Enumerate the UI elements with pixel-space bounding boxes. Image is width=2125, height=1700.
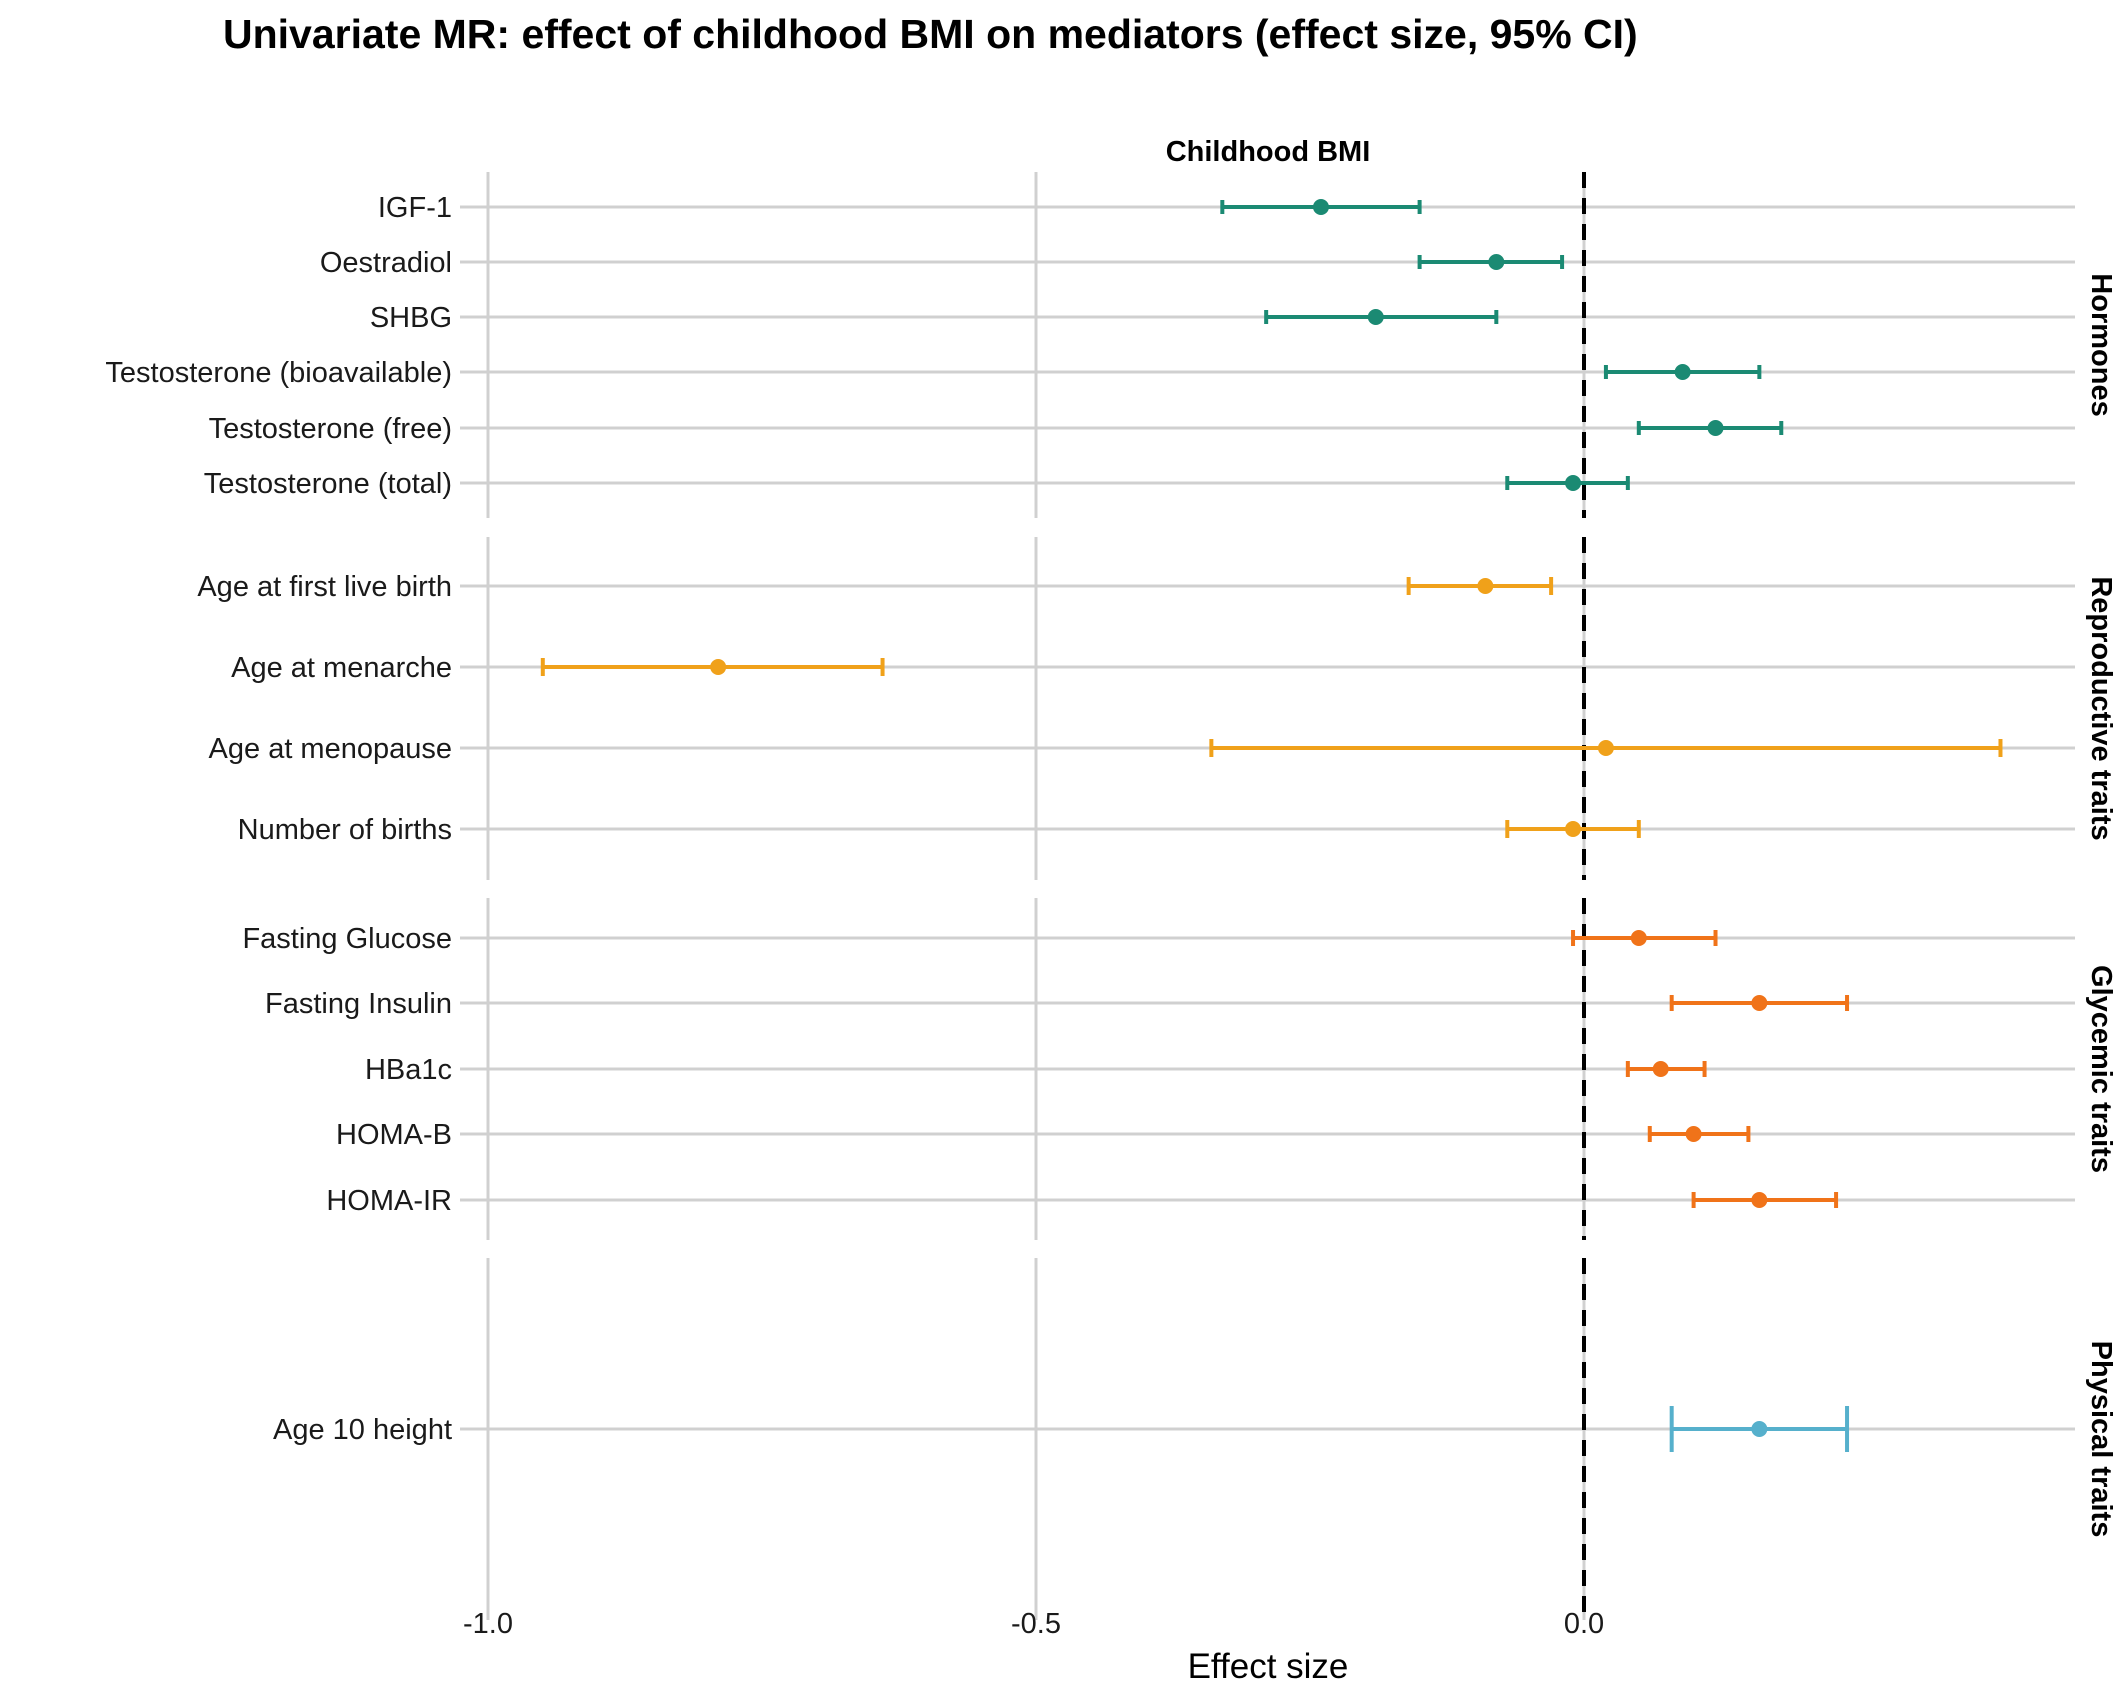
estimate-point [1597,740,1614,756]
panel-physical-traits: Age 10 height Physical traits [273,1258,2117,1620]
row-label: Age at first live birth [197,571,452,603]
estimate-point [1674,364,1691,380]
estimate-point [1707,420,1724,436]
x-tick-label: -1.0 [463,1608,513,1640]
strip-label: Childhood BMI [1166,136,1371,168]
row-label: HOMA-IR [326,1185,452,1217]
row-label: HBa1c [365,1054,452,1086]
estimate-point [1565,821,1582,837]
estimate-point [1751,995,1768,1011]
facet-panels: IGF-1 Oestradiol SHBG Testosterone (bioavai… [105,172,2117,1620]
panel-reproductive-traits: Age at first live birth Age at menarche Ag… [197,537,2117,880]
row-label: Fasting Glucose [242,923,452,955]
facet-label: Glycemic traits [2085,965,2117,1173]
row-label: Age 10 height [273,1414,452,1446]
facet-label: Hormones [2085,273,2117,416]
x-tick-label: -0.5 [1011,1608,1061,1640]
row-label: IGF-1 [378,192,452,224]
estimate-point [710,659,727,675]
estimate-point [1477,578,1494,594]
estimate-point [1630,930,1647,946]
row-label: HOMA-B [336,1119,452,1151]
estimate-point [1488,254,1505,270]
facet-label: Physical traits [2085,1341,2117,1538]
panel-glycemic-traits: Fasting Glucose Fasting Insulin HBa1c HOMA-… [242,898,2117,1240]
row-label: Oestradiol [320,247,452,279]
row-label: Number of births [238,814,452,846]
panel-hormones: IGF-1 Oestradiol SHBG Testosterone (bioavai… [105,172,2117,518]
x-axis-label: Effect size [1188,1647,1349,1686]
x-axis-ticks: -1.0 -0.5 0.0 [463,1608,1604,1640]
row-label: Age at menarche [231,652,452,684]
estimate-point [1312,199,1329,215]
row-label: Testosterone (free) [209,413,452,445]
row-label: Testosterone (total) [204,468,452,500]
estimate-point [1685,1126,1702,1142]
estimate-point [1367,309,1384,325]
estimate-point [1751,1421,1768,1437]
estimate-point [1652,1061,1669,1077]
row-label: Testosterone (bioavailable) [105,357,452,389]
estimate-point [1565,475,1582,491]
x-tick-label: 0.0 [1564,1608,1604,1640]
row-label: SHBG [370,302,452,334]
row-label: Fasting Insulin [265,988,452,1020]
estimate-point [1751,1192,1768,1208]
chart-title: Univariate MR: effect of childhood BMI o… [223,11,1638,57]
facet-label: Reproductive traits [2085,576,2117,840]
row-label: Age at menopause [209,733,452,765]
